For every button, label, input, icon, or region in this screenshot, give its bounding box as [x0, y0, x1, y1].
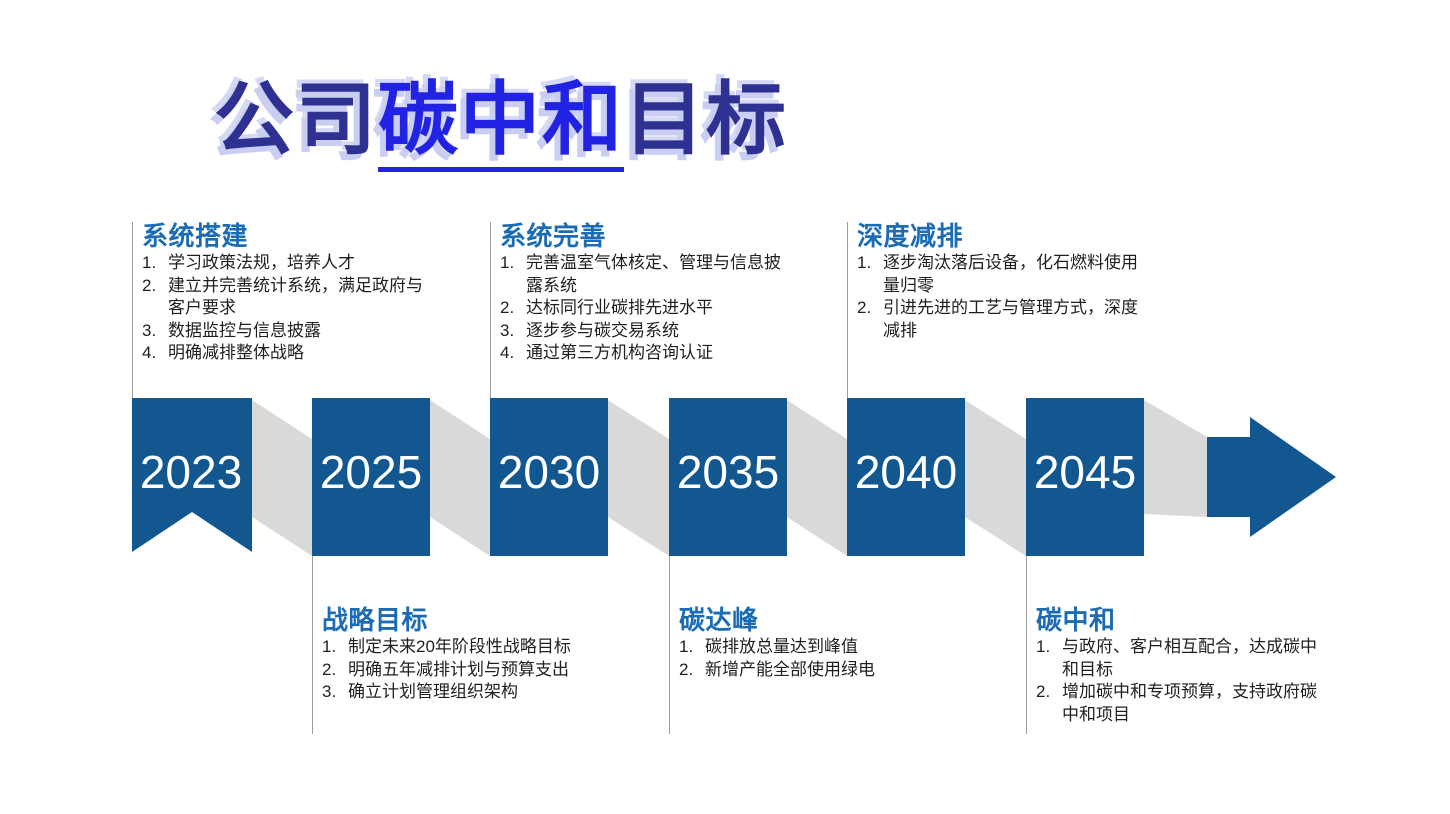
milestone-text-group-2045: 碳中和 与政府、客户相互配合，达成碳中和目标 增加碳中和专项预算，支持政府碳中和…: [1026, 605, 1338, 726]
milestone-item: 逐步参与碳交易系统: [526, 320, 679, 340]
milestone-heading: 系统搭建: [142, 221, 249, 251]
milestone-heading: 深度减排: [857, 221, 964, 251]
milestone-heading: 系统完善: [500, 221, 607, 251]
milestone-item: 达标同行业碳排先进水平: [526, 298, 713, 317]
milestone-item-list: 制定未来20年阶段性战略目标 明确五年减排计划与预算支出 确立计划管理组织架构: [322, 636, 624, 704]
milestone-item: 碳排放总量达到峰值: [705, 637, 858, 656]
milestone-item: 逐步淘汰落后设备，化石燃料使用量归零: [883, 253, 1138, 295]
connector-ribbon: [252, 400, 312, 556]
milestone-item: 明确减排整体战略: [168, 343, 304, 362]
milestone-item: 建立并完善统计系统，满足政府与客户要求: [168, 275, 423, 318]
milestone-item: 增加碳中和专项预算，支持政府碳中和项目: [1062, 682, 1317, 724]
milestone-heading: 碳中和: [1036, 605, 1116, 635]
milestone-item: 数据监控与信息披露: [168, 320, 321, 340]
connector-ribbon: [965, 400, 1026, 556]
year-label: 2040: [854, 446, 958, 498]
milestone-item: 确立计划管理组织架构: [348, 682, 518, 701]
milestone-item: 新增产能全部使用绿电: [705, 659, 875, 679]
milestone-item-list: 碳排放总量达到峰值 新增产能全部使用绿电: [679, 636, 981, 681]
milestone-text-group-2025: 战略目标 制定未来20年阶段性战略目标 明确五年减排计划与预算支出 确立计划管理…: [312, 605, 624, 704]
year-label: 2030: [497, 446, 601, 498]
milestone-item: 与政府、客户相互配合，达成碳中和目标: [1062, 637, 1317, 679]
milestone-item-list: 完善温室气体核定、管理与信息披露系统 达标同行业碳排先进水平 逐步参与碳交易系统…: [500, 252, 802, 365]
milestone-item-list: 逐步淘汰落后设备，化石燃料使用量归零 引进先进的工艺与管理方式，深度减排: [857, 252, 1159, 342]
year-label: 2045: [1033, 446, 1137, 498]
milestone-block-2035: [669, 398, 787, 556]
milestone-block-2025: [312, 398, 430, 556]
milestone-item: 通过第三方机构咨询认证: [526, 343, 713, 362]
milestone-banner-2023: [132, 398, 252, 552]
year-label: 2025: [319, 446, 423, 498]
page-title: 公司碳中和目标: [214, 75, 788, 172]
year-label: 2023: [139, 446, 243, 498]
milestone-text-group-2023: 系统搭建 学习政策法规，培养人才 建立并完善统计系统，满足政府与客户要求 数据监…: [132, 221, 444, 365]
milestone-item: 引进先进的工艺与管理方式，深度减排: [883, 298, 1138, 340]
milestone-heading: 碳达峰: [679, 605, 759, 635]
connector-ribbon: [430, 400, 490, 556]
milestone-item: 学习政策法规，培养人才: [168, 253, 355, 272]
year-label: 2035: [676, 446, 780, 498]
milestone-block-2045: [1026, 398, 1144, 556]
connector-ribbon: [608, 400, 669, 556]
milestone-item: 明确五年减排计划与预算支出: [348, 659, 569, 679]
milestone-text-group-2035: 碳达峰 碳排放总量达到峰值 新增产能全部使用绿电: [669, 605, 981, 681]
milestone-item-list: 学习政策法规，培养人才 建立并完善统计系统，满足政府与客户要求 数据监控与信息披…: [142, 252, 444, 365]
title-suffix: 目标: [624, 75, 788, 164]
title-highlight: 碳中和: [378, 75, 624, 172]
milestone-item: 完善温室气体核定、管理与信息披露系统: [526, 253, 781, 295]
milestone-text-group-2030: 系统完善 完善温室气体核定、管理与信息披露系统 达标同行业碳排先进水平 逐步参与…: [490, 221, 802, 365]
milestone-heading: 战略目标: [322, 605, 429, 635]
forward-arrow-icon: [1207, 417, 1336, 537]
connector-ribbon: [1144, 400, 1207, 517]
connector-ribbon: [787, 400, 847, 556]
milestone-block-2030: [490, 398, 608, 556]
milestone-block-2040: [847, 398, 965, 556]
milestone-item-list: 与政府、客户相互配合，达成碳中和目标 增加碳中和专项预算，支持政府碳中和项目: [1036, 636, 1338, 726]
title-prefix: 公司: [214, 75, 378, 164]
milestone-text-group-2040: 深度减排 逐步淘汰落后设备，化石燃料使用量归零 引进先进的工艺与管理方式，深度减…: [847, 221, 1159, 342]
milestone-item: 制定未来20年阶段性战略目标: [348, 637, 571, 656]
